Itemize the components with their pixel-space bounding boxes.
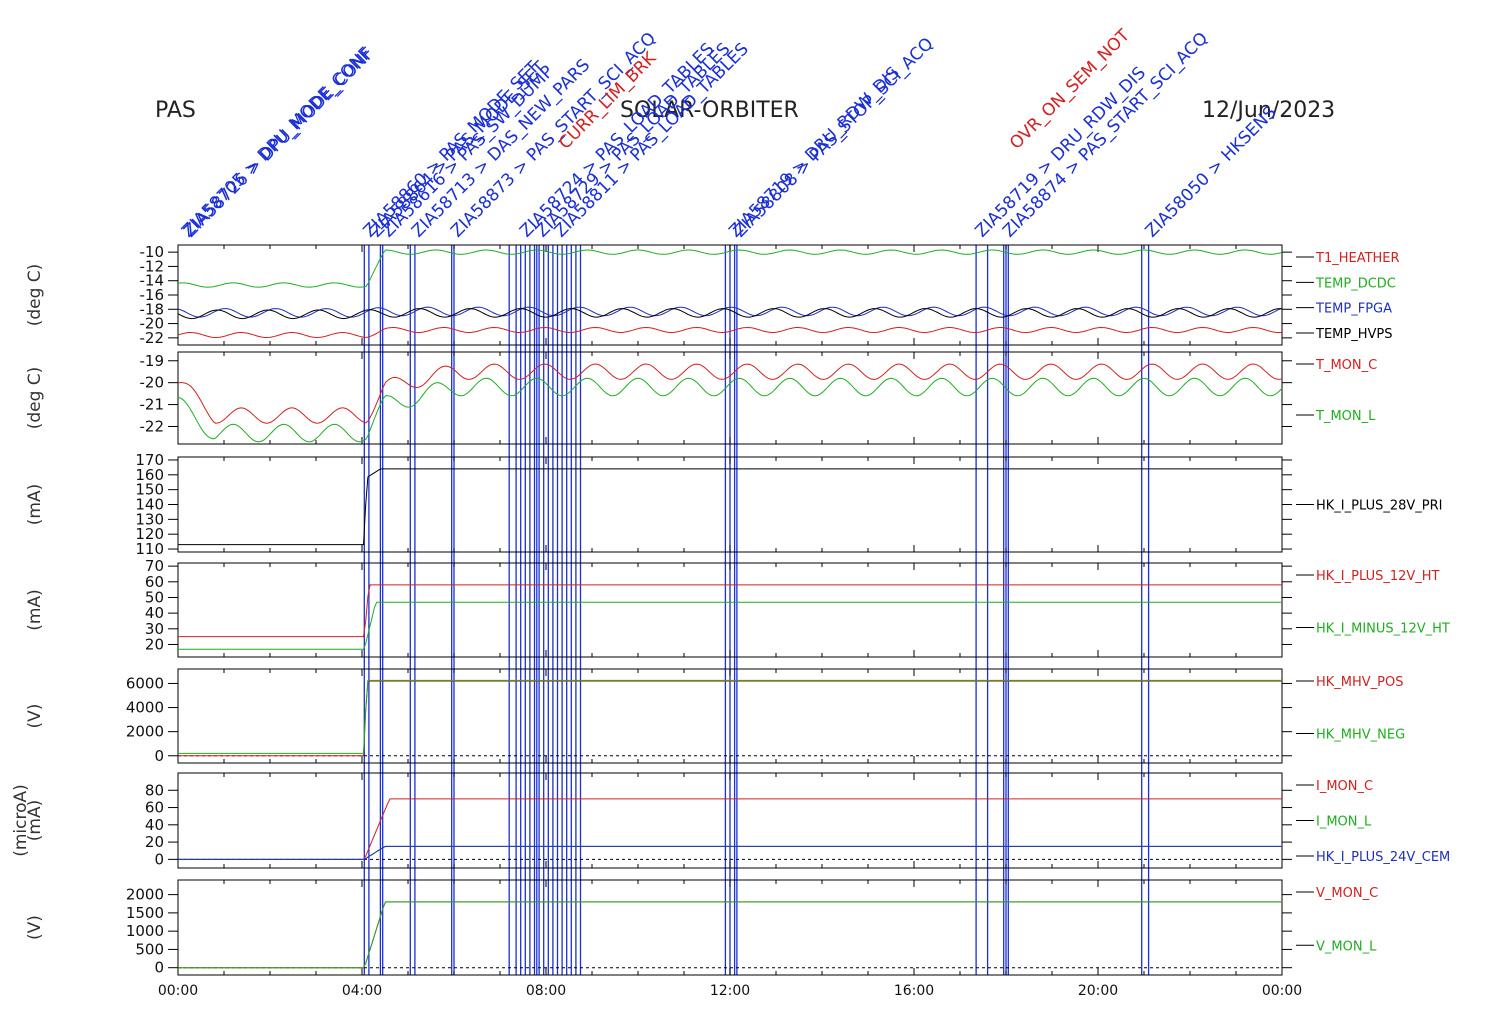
x-tick-label: 00:00 bbox=[158, 983, 198, 999]
legend-entry: T_MON_C bbox=[1315, 358, 1377, 373]
x-tick-label: 08:00 bbox=[526, 983, 566, 999]
legend-entry: HK_MHV_NEG bbox=[1316, 728, 1405, 743]
y-tick-label: 130 bbox=[135, 510, 164, 528]
y-tick-label: 70 bbox=[145, 557, 164, 575]
y-tick-label: -16 bbox=[140, 286, 165, 304]
y-tick-label: 110 bbox=[135, 540, 164, 558]
series-line bbox=[178, 901, 1282, 969]
y-tick-label: 80 bbox=[145, 781, 164, 799]
legend-entry: V_MON_L bbox=[1316, 939, 1377, 954]
legend-entry: T_MON_L bbox=[1315, 409, 1376, 424]
y-tick-label: 500 bbox=[135, 940, 164, 958]
y-axis-label: (mA) bbox=[25, 800, 45, 841]
y-tick-label: 60 bbox=[145, 799, 164, 817]
y-tick-label: 20 bbox=[145, 635, 164, 653]
y-tick-label: 0 bbox=[154, 747, 164, 765]
y-axis-label: (mA) bbox=[25, 484, 45, 525]
x-tick-label: 00:00 bbox=[1262, 983, 1302, 999]
y-tick-label: 1500 bbox=[126, 904, 164, 922]
time-axis: 00:00 04:00 08:00 12:00 16:00 20:00 00:00 bbox=[158, 983, 1302, 999]
y-tick-label: 160 bbox=[135, 466, 164, 484]
y-tick-label: 40 bbox=[145, 816, 164, 834]
event-label: ZIA58050 > HKSENS bbox=[1142, 103, 1281, 242]
legend-entry: HK_MHV_POS bbox=[1316, 675, 1404, 690]
x-tick-label: 04:00 bbox=[342, 983, 382, 999]
y-tick-label: 0 bbox=[154, 850, 164, 868]
y-tick-label: 150 bbox=[135, 481, 164, 499]
panel-2: -19 -20 -21 -22 (deg C) T_MON_C T_MON_L bbox=[25, 351, 1377, 445]
y-tick-label: -22 bbox=[140, 417, 165, 435]
y-tick-label: -18 bbox=[140, 300, 165, 318]
panel-1: -10-12-14-16-18-20-22 (deg C) T1_HEATHER TE… bbox=[25, 243, 1400, 347]
y-axis-label: (deg C) bbox=[25, 264, 45, 327]
y-tick-label: -20 bbox=[140, 315, 165, 333]
header-instrument: PAS bbox=[155, 98, 196, 123]
y-tick-label: -21 bbox=[140, 396, 165, 414]
series-line bbox=[177, 363, 1283, 424]
legend-entry: HK_I_MINUS_12V_HT bbox=[1316, 622, 1450, 637]
event-label: ZIA58726 > DPU_MODE_CONF bbox=[180, 44, 378, 242]
legend-entry: TEMP_FPGA bbox=[1315, 302, 1392, 317]
y-tick-label: -14 bbox=[140, 272, 165, 290]
x-tick-label: 20:00 bbox=[1078, 983, 1118, 999]
y-tick-label: 6000 bbox=[126, 674, 164, 692]
series-line bbox=[178, 584, 1282, 638]
x-tick-label: 12:00 bbox=[710, 983, 750, 999]
y-tick-label: 170 bbox=[135, 451, 164, 469]
header-date: 12/Jun/2023 bbox=[1202, 98, 1335, 123]
y-tick-label: 20 bbox=[145, 833, 164, 851]
y-tick-label: 2000 bbox=[126, 723, 164, 741]
y-tick-label: 140 bbox=[135, 496, 164, 514]
y-tick-label: 60 bbox=[145, 573, 164, 591]
series-line bbox=[177, 377, 1283, 443]
series-line bbox=[178, 601, 1282, 650]
series-line bbox=[178, 468, 1282, 546]
header-mission: SOLAR-ORBITER bbox=[620, 98, 799, 123]
y-tick-label: -19 bbox=[140, 352, 165, 370]
series-line bbox=[178, 680, 1282, 757]
series-line bbox=[177, 326, 1283, 339]
event-label: ZIA58808 > PAS_STOP_SCI_ACQ bbox=[730, 34, 938, 242]
y-axis-label: (deg C) bbox=[25, 367, 45, 430]
series-line bbox=[177, 249, 1283, 288]
x-tick-label: 16:00 bbox=[894, 983, 934, 999]
y-tick-label: 2000 bbox=[126, 886, 164, 904]
legend-entry: HK_I_PLUS_12V_HT bbox=[1316, 569, 1440, 584]
legend-entry: HK_I_PLUS_24V_CEM bbox=[1316, 850, 1450, 865]
series-line bbox=[178, 679, 1282, 754]
panel-5: 0 2000 4000 6000 (V) HK_MHV_POS HK_MHV_NEG bbox=[25, 668, 1405, 765]
series-line bbox=[177, 308, 1283, 320]
y-axis-label: (V) bbox=[25, 915, 45, 940]
plot-panels: -10-12-14-16-18-20-22(deg C)T1_HEATHERTE… bbox=[11, 243, 1450, 977]
y-axis-label: (mA) bbox=[25, 589, 45, 630]
legend-entry: V_MON_C bbox=[1316, 886, 1378, 901]
y-tick-label: 4000 bbox=[126, 699, 164, 717]
y-axis-label-secondary: (microA) bbox=[11, 784, 31, 857]
y-tick-label: -10 bbox=[140, 243, 165, 261]
y-tick-label: 40 bbox=[145, 604, 164, 622]
legend-entry: I_MON_L bbox=[1316, 815, 1372, 830]
series-line bbox=[178, 845, 1282, 860]
legend-entry: HK_I_PLUS_28V_PRI bbox=[1316, 499, 1442, 514]
legend-entry: TEMP_HVPS bbox=[1315, 327, 1392, 342]
y-tick-label: 1000 bbox=[126, 922, 164, 940]
y-tick-label: 30 bbox=[145, 620, 164, 638]
y-tick-label: 120 bbox=[135, 525, 164, 543]
series-line bbox=[177, 306, 1283, 318]
legend-entry: TEMP_DCDC bbox=[1315, 276, 1396, 291]
legend-entry: I_MON_C bbox=[1316, 779, 1373, 794]
legend-entry: T1_HEATHER bbox=[1315, 251, 1400, 266]
y-axis-label: (V) bbox=[25, 704, 45, 729]
y-tick-label: -12 bbox=[140, 257, 165, 275]
y-tick-label: -22 bbox=[140, 329, 165, 347]
y-tick-label: 50 bbox=[145, 588, 164, 606]
y-tick-label: -20 bbox=[140, 374, 165, 392]
y-tick-label: 0 bbox=[154, 959, 164, 977]
